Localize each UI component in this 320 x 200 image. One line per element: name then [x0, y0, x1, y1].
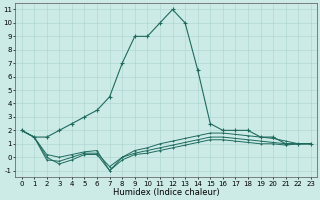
X-axis label: Humidex (Indice chaleur): Humidex (Indice chaleur) [113, 188, 220, 197]
